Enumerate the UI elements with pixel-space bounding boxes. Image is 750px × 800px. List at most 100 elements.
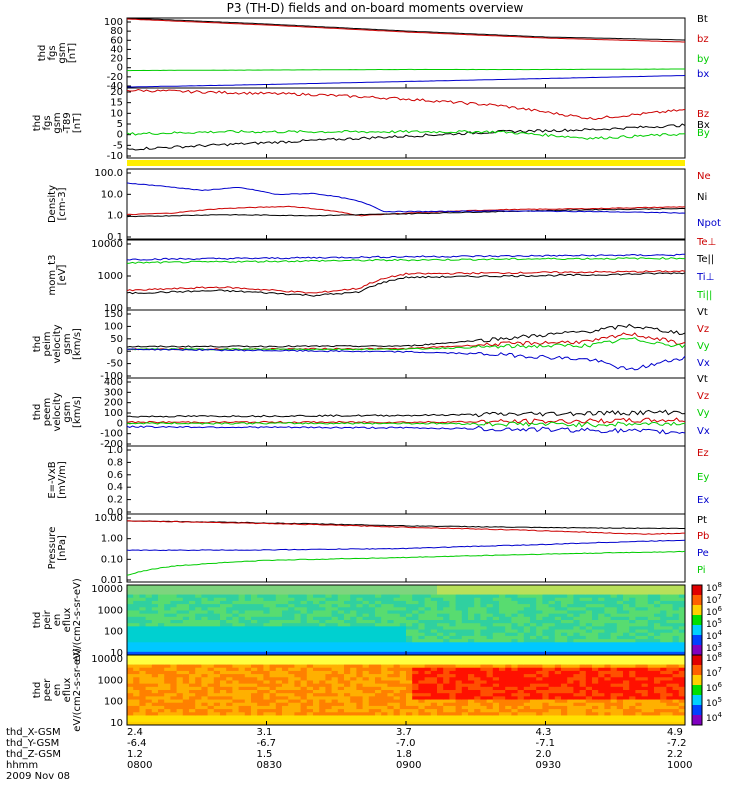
heatmap-cell <box>579 718 587 723</box>
heatmap-cell <box>449 674 456 678</box>
heatmap-cell <box>592 629 599 634</box>
heatmap-cell <box>604 613 611 618</box>
heatmap-cell <box>573 651 580 656</box>
heatmap-cell <box>263 680 270 685</box>
heatmap-cell <box>418 642 425 646</box>
heatmap-cell <box>151 626 159 630</box>
heatmap-cell <box>629 626 636 630</box>
heatmap-cell <box>499 629 506 634</box>
heatmap-cell <box>449 686 456 691</box>
heatmap-cell <box>263 632 270 637</box>
heatmap-cell <box>263 661 270 665</box>
heatmap-cell <box>207 651 215 656</box>
heatmap-cell <box>331 651 339 656</box>
heatmap-cell <box>424 705 432 710</box>
heatmap-cell <box>455 677 463 681</box>
panel-1 <box>126 17 686 89</box>
heatmap-cell <box>170 709 177 713</box>
heatmap-cell <box>201 594 208 599</box>
heatmap-cell <box>430 635 438 640</box>
heatmap-cell <box>331 667 339 672</box>
heatmap-cell <box>672 623 680 627</box>
heatmap-cell <box>288 585 295 589</box>
heatmap-cell <box>344 696 351 700</box>
heatmap-cell <box>480 677 487 681</box>
heatmap-cell <box>294 639 301 643</box>
heatmap-cell <box>350 635 357 640</box>
series-line-vz <box>126 332 686 351</box>
heatmap-cell <box>133 629 140 634</box>
heatmap-cell <box>251 693 258 697</box>
heatmap-cell <box>269 686 277 691</box>
heatmap-cell <box>182 677 190 681</box>
heatmap-cell <box>623 597 630 602</box>
heatmap-cell <box>499 677 506 681</box>
heatmap-cell <box>672 667 680 672</box>
heatmap-cell <box>251 690 258 694</box>
heatmap-cell <box>275 655 283 659</box>
heatmap-cell <box>474 626 481 630</box>
heatmap-cell <box>220 655 227 659</box>
heatmap-cell <box>325 639 332 643</box>
heatmap-cell <box>344 607 351 611</box>
heatmap-cell <box>344 670 351 675</box>
heatmap-cell <box>412 632 419 637</box>
heatmap-cell <box>474 610 481 615</box>
heatmap-cell <box>362 645 370 650</box>
heatmap-cell <box>468 597 475 602</box>
y-tick-label: 0.2 <box>107 495 123 506</box>
heatmap-cell <box>288 635 295 640</box>
heatmap-cell <box>461 718 469 723</box>
heatmap-cell <box>573 591 580 595</box>
heatmap-cell <box>232 651 239 656</box>
heatmap-cell <box>133 645 140 650</box>
heatmap-cell <box>573 658 580 662</box>
heatmap-cell <box>672 693 680 697</box>
heatmap-cell <box>381 591 388 595</box>
heatmap-cell <box>176 604 184 608</box>
heatmap-cell <box>430 626 438 630</box>
heatmap-cell <box>592 677 599 681</box>
heatmap-cell <box>598 588 605 592</box>
heatmap-cell <box>189 620 196 624</box>
heatmap-cell <box>220 610 227 615</box>
heatmap-cell <box>201 658 208 662</box>
heatmap-cell <box>176 680 184 685</box>
heatmap-cell <box>585 648 593 653</box>
heatmap-cell <box>244 588 252 592</box>
heatmap-cell <box>474 623 481 627</box>
heatmap-cell <box>647 712 655 716</box>
heatmap-cell <box>536 629 543 634</box>
heatmap-cell <box>294 705 301 710</box>
heatmap-cell <box>201 674 208 678</box>
heatmap-cell <box>561 699 568 704</box>
heatmap-cell <box>430 667 438 672</box>
heatmap-cell <box>220 709 227 713</box>
heatmap-cell <box>474 705 481 710</box>
heatmap-cell <box>139 635 146 640</box>
heatmap-cell <box>387 705 394 710</box>
footer-value: 2.2 <box>667 749 683 760</box>
heatmap-cell <box>660 693 667 697</box>
heatmap-cell <box>486 600 494 605</box>
heatmap-cell <box>480 645 487 650</box>
heatmap-cell <box>263 585 270 589</box>
heatmap-cell <box>455 651 463 656</box>
heatmap-cell <box>548 674 556 678</box>
heatmap-cell <box>381 629 388 634</box>
heatmap-cell <box>530 699 537 704</box>
heatmap-cell <box>176 591 184 595</box>
heatmap-cell <box>554 635 562 640</box>
heatmap-cell <box>362 623 370 627</box>
heatmap-cell <box>375 600 382 605</box>
heatmap-cell <box>232 667 239 672</box>
heatmap-cell <box>182 680 190 685</box>
heatmap-cell <box>505 709 512 713</box>
heatmap-cell <box>381 699 388 704</box>
heatmap-cell <box>461 620 469 624</box>
heatmap-cell <box>337 686 345 691</box>
heatmap-cell <box>337 702 345 707</box>
heatmap-cell <box>548 712 556 716</box>
heatmap-cell <box>424 639 432 643</box>
heatmap-cell <box>251 677 258 681</box>
